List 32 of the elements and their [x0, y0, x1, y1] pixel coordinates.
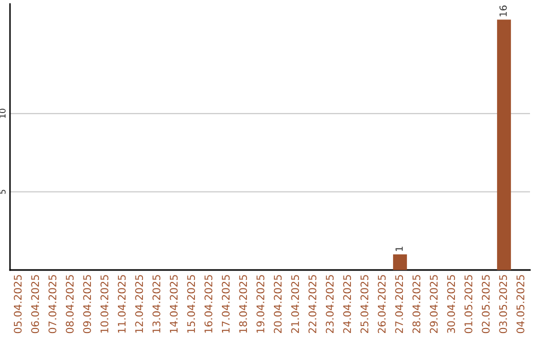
x-tick-label: 27.04.2025: [395, 275, 404, 334]
x-tick-label: 09.04.2025: [83, 275, 92, 334]
x-tick-label: 26.04.2025: [378, 275, 386, 334]
x-tick-label: 08.04.2025: [66, 275, 74, 334]
x-tick-label: 11.04.2025: [118, 275, 126, 333]
x-tick-label: 06.04.2025: [31, 275, 40, 334]
x-tick-label: 01.05.2025: [464, 275, 472, 334]
x-tick-label: 20.04.2025: [274, 275, 282, 334]
x-tick-label: 18.04.2025: [239, 275, 248, 333]
x-tick-label: 12.04.2025: [135, 275, 144, 333]
x-tick-label: 13.04.2025: [152, 275, 160, 333]
x-tick-label: 23.04.2025: [326, 275, 334, 334]
x-tick-label: 17.04.2025: [222, 275, 230, 333]
x-tick-label: 14.04.2025: [170, 275, 178, 333]
x-tick-label: 16.04.2025: [204, 275, 212, 333]
x-tick-label: 02.05.2025: [482, 275, 490, 334]
x-tick-label: 28.04.2025: [412, 275, 420, 334]
x-tick-label: 29.04.2025: [430, 275, 438, 334]
x-tick-label: 22.04.2025: [308, 275, 316, 334]
x-tick-label: 04.05.2025: [516, 275, 524, 334]
x-tick-label: 21.04.2025: [291, 275, 300, 334]
x-tick-label: 19.04.2025: [256, 275, 264, 333]
x-tick-label: 25.04.2025: [360, 275, 368, 334]
x-tick-label: 03.05.2025: [499, 275, 508, 334]
data-label: 1: [396, 246, 403, 251]
data-label: 16: [499, 6, 507, 16]
x-tick-label: 10.04.2025: [100, 275, 108, 333]
x-tick-label: 05.04.2025: [14, 275, 22, 334]
x-tick-label: 24.04.2025: [343, 275, 352, 334]
x-tick-label: 07.04.2025: [48, 275, 56, 334]
x-tick-label: 30.04.2025: [447, 275, 456, 334]
x-tick-label: 15.04.2025: [187, 275, 196, 333]
